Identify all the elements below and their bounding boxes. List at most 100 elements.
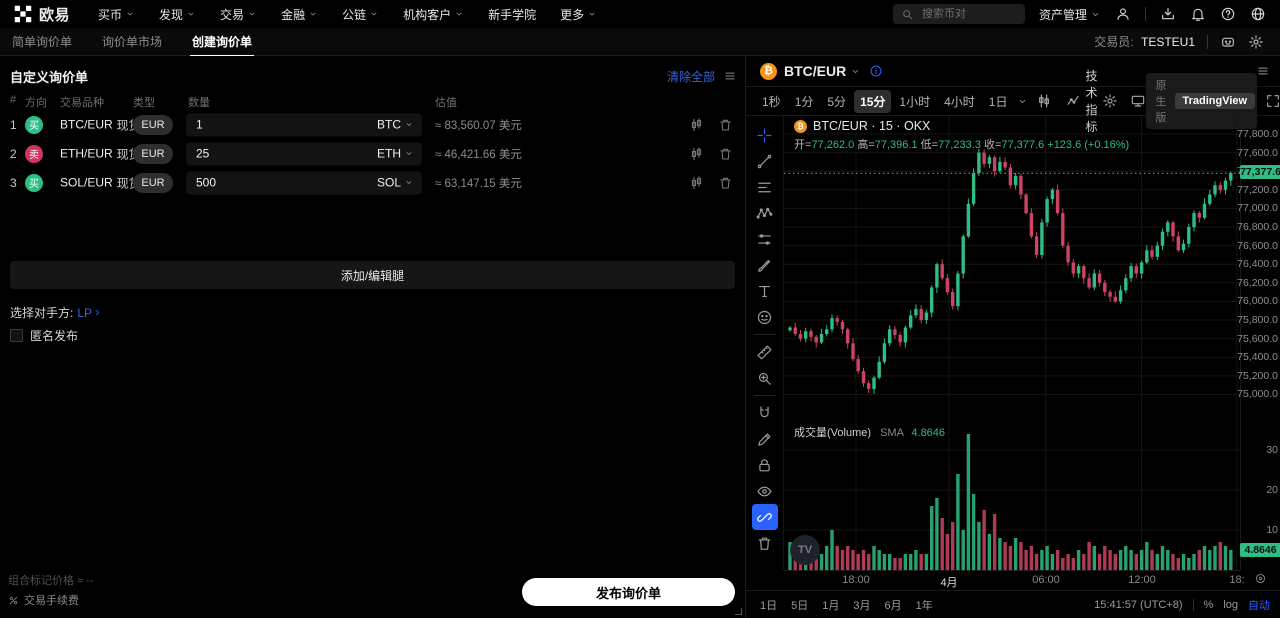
type-pill[interactable]: EUR xyxy=(133,172,173,193)
side-badge: 买 xyxy=(25,115,43,134)
timeframe-1分[interactable]: 1分 xyxy=(794,94,814,109)
brush-tool[interactable] xyxy=(752,252,778,278)
hide-drawings-tool[interactable] xyxy=(752,478,778,504)
timeframe-1秒[interactable]: 1秒 xyxy=(762,94,781,109)
range-6月[interactable]: 6月 xyxy=(884,599,902,612)
profile-icon[interactable] xyxy=(1115,6,1131,22)
nav-item-发现[interactable]: 发现 xyxy=(159,6,196,23)
lock-tool[interactable] xyxy=(752,452,778,478)
horizontal-lines-tool[interactable] xyxy=(752,174,778,200)
tradingview-toggle[interactable]: TradingView xyxy=(1174,93,1256,109)
asset-management-menu[interactable]: 资产管理 xyxy=(1039,6,1101,23)
resize-handle[interactable] xyxy=(735,608,742,615)
clear-all-link[interactable]: 清除全部 xyxy=(666,69,715,84)
fullscreen-icon[interactable] xyxy=(1265,93,1280,109)
delete-leg-icon[interactable] xyxy=(718,146,733,161)
chart-layout-icon[interactable] xyxy=(1130,93,1146,109)
chart-pair[interactable]: BTC/EUR xyxy=(784,63,847,79)
help-icon[interactable] xyxy=(1220,6,1236,22)
range-1日[interactable]: 1日 xyxy=(760,599,778,612)
indicators-button[interactable]: 技术指标 xyxy=(1085,69,1098,134)
timeframe-15分[interactable]: 15分 xyxy=(854,89,892,113)
settings-gear-icon[interactable] xyxy=(1248,34,1264,50)
time-tick: 06:00 xyxy=(1032,574,1060,586)
candlestick-chart[interactable] xyxy=(784,116,1240,570)
anonymous-checkbox[interactable] xyxy=(10,329,23,342)
nav-item-公链[interactable]: 公链 xyxy=(342,6,379,23)
xabcd-pattern-tool[interactable] xyxy=(752,200,778,226)
panel-menu-icon[interactable] xyxy=(723,69,737,83)
draw-mode-tool[interactable] xyxy=(752,426,778,452)
range-3月[interactable]: 3月 xyxy=(853,599,871,612)
chart-menu-icon[interactable] xyxy=(1256,64,1270,78)
zoom-in-tool[interactable] xyxy=(752,365,778,391)
chart-title: BTC/EUR · 15 · OKX xyxy=(813,119,931,133)
emoji-tool[interactable] xyxy=(752,304,778,330)
timeframe-chevron-icon[interactable] xyxy=(1017,96,1028,107)
chevron-down-icon[interactable] xyxy=(850,66,861,77)
tab-创建询价单[interactable]: 创建询价单 xyxy=(190,28,255,57)
ruler-tool[interactable] xyxy=(752,339,778,365)
info-icon[interactable] xyxy=(869,64,883,78)
percent-scale-button[interactable]: % xyxy=(1203,598,1214,611)
type-pill[interactable]: EUR xyxy=(133,143,173,164)
nav-item-交易[interactable]: 交易 xyxy=(220,6,257,23)
nav-item-买币[interactable]: 买币 xyxy=(98,6,135,23)
tab-询价单市场[interactable]: 询价单市场 xyxy=(102,35,163,49)
currency-select[interactable]: BTC xyxy=(377,118,414,132)
clock[interactable]: 15:41:57 (UTC+8) xyxy=(1094,598,1183,611)
tab-简单询价单[interactable]: 简单询价单 xyxy=(12,35,73,49)
nav-item-金融[interactable]: 金融 xyxy=(281,6,318,23)
nav-item-新手学院[interactable]: 新手学院 xyxy=(488,6,536,23)
currency-select[interactable]: ETH xyxy=(377,147,414,161)
long-position-tool[interactable] xyxy=(752,226,778,252)
price-tick: 77,600.0 xyxy=(1237,147,1278,159)
auto-scale-button[interactable]: 自动 xyxy=(1248,599,1270,612)
sync-link-tool[interactable] xyxy=(751,504,778,530)
publish-rfq-button[interactable]: 发布询价单 xyxy=(522,578,735,606)
timeframe-1日[interactable]: 1日 xyxy=(988,94,1008,109)
delete-leg-icon[interactable] xyxy=(718,175,733,190)
language-globe-icon[interactable] xyxy=(1250,6,1266,22)
range-1年[interactable]: 1年 xyxy=(915,599,933,612)
leg-chart-icon[interactable] xyxy=(689,175,704,190)
native-version-toggle[interactable]: 原生版 xyxy=(1155,80,1167,124)
text-tool[interactable] xyxy=(752,278,778,304)
magnet-tool[interactable] xyxy=(752,400,778,426)
remove-drawings-tool[interactable] xyxy=(752,530,778,556)
nav-item-机构客户[interactable]: 机构客户 xyxy=(403,6,464,23)
leg-chart-icon[interactable] xyxy=(689,146,704,161)
type-pill[interactable]: EUR xyxy=(133,114,173,135)
leg-chart-icon[interactable] xyxy=(689,117,704,132)
axis-settings-icon[interactable] xyxy=(1254,572,1267,585)
amount-input[interactable] xyxy=(194,174,377,191)
price-axis[interactable]: 77,800.077,600.077,400.077,200.077,000.0… xyxy=(1237,116,1280,570)
price-tick: 77,000.0 xyxy=(1237,202,1278,214)
add-edit-leg-button[interactable]: 添加/编辑腿 xyxy=(10,261,735,289)
indicator-settings-gear-icon[interactable] xyxy=(1102,93,1118,109)
notifications-icon[interactable] xyxy=(1190,6,1206,22)
nav-item-更多[interactable]: 更多 xyxy=(560,6,597,23)
trend-line-tool[interactable] xyxy=(752,148,778,174)
okx-logo[interactable]: 欧易 xyxy=(14,4,70,25)
indicator-icon[interactable] xyxy=(1066,93,1082,109)
download-icon[interactable] xyxy=(1160,6,1176,22)
service-icon[interactable] xyxy=(1220,34,1236,50)
tradingview-watermark[interactable]: TV xyxy=(790,535,820,565)
amount-input[interactable] xyxy=(194,116,377,133)
log-scale-button[interactable]: log xyxy=(1223,598,1238,611)
search-input[interactable] xyxy=(919,7,1010,21)
timeframe-1小时[interactable]: 1小时 xyxy=(899,94,931,109)
range-5日[interactable]: 5日 xyxy=(791,599,809,612)
range-1月[interactable]: 1月 xyxy=(822,599,840,612)
currency-select[interactable]: SOL xyxy=(377,176,414,190)
search-box[interactable] xyxy=(892,4,1025,24)
candle-style-icon[interactable] xyxy=(1036,93,1052,109)
time-axis[interactable]: 18:00 4月 06:00 12:00 18: xyxy=(784,570,1245,590)
counterparty-value-link[interactable]: LP xyxy=(77,306,103,320)
amount-input[interactable] xyxy=(194,145,377,162)
delete-leg-icon[interactable] xyxy=(718,117,733,132)
timeframe-4小时[interactable]: 4小时 xyxy=(944,94,975,109)
timeframe-5分[interactable]: 5分 xyxy=(827,94,847,109)
crosshair-tool[interactable] xyxy=(752,122,778,148)
